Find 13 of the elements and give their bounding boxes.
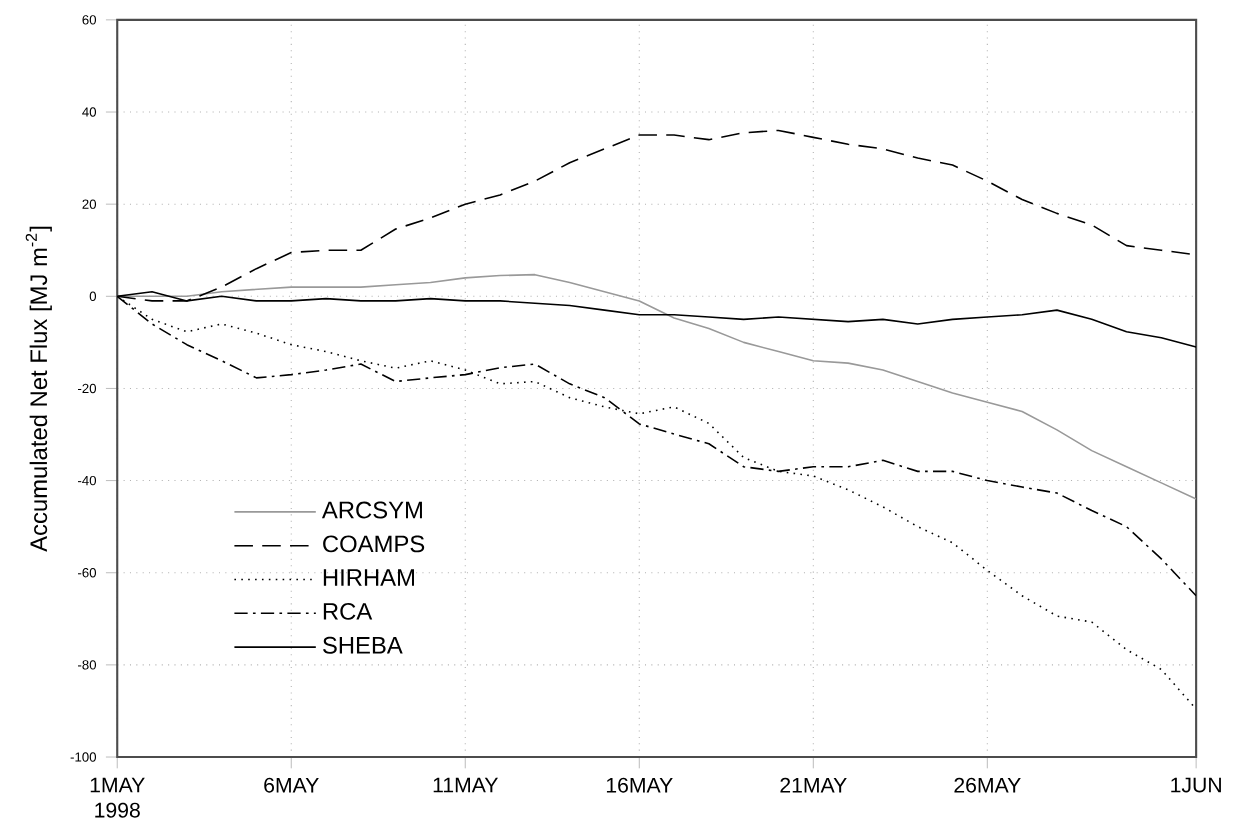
x-tick-label: 21MAY xyxy=(780,777,847,793)
legend-label: RCA xyxy=(323,602,373,620)
x-tick-label: 11MAY xyxy=(433,777,498,793)
x-tick-label: 16MAY xyxy=(606,777,673,793)
y-axis-title: Accumulated Net Flux [MJ m$^{-2}$] xyxy=(25,226,52,552)
legend-label: ARCSYM xyxy=(321,501,422,519)
legend-label: SHEBA xyxy=(322,636,403,654)
x-tick-label: 1JUN xyxy=(1171,777,1221,793)
x-tick-label: 26MAY xyxy=(954,777,1021,793)
x-tick-label: 6MAY xyxy=(264,777,319,793)
x-tick-label: 1MAY 1998 xyxy=(90,777,145,818)
legend-label: COAMPS xyxy=(323,535,425,553)
legend-label: HIRHAM xyxy=(323,569,414,586)
